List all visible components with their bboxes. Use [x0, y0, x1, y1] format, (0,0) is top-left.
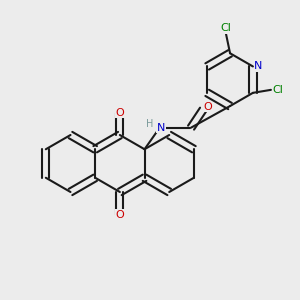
Text: Cl: Cl — [273, 85, 283, 95]
Text: O: O — [116, 209, 124, 220]
Text: N: N — [157, 123, 165, 133]
Text: O: O — [203, 102, 212, 112]
Text: N: N — [254, 61, 262, 71]
Text: Cl: Cl — [220, 23, 231, 33]
Text: H: H — [146, 119, 153, 129]
Text: O: O — [116, 107, 124, 118]
